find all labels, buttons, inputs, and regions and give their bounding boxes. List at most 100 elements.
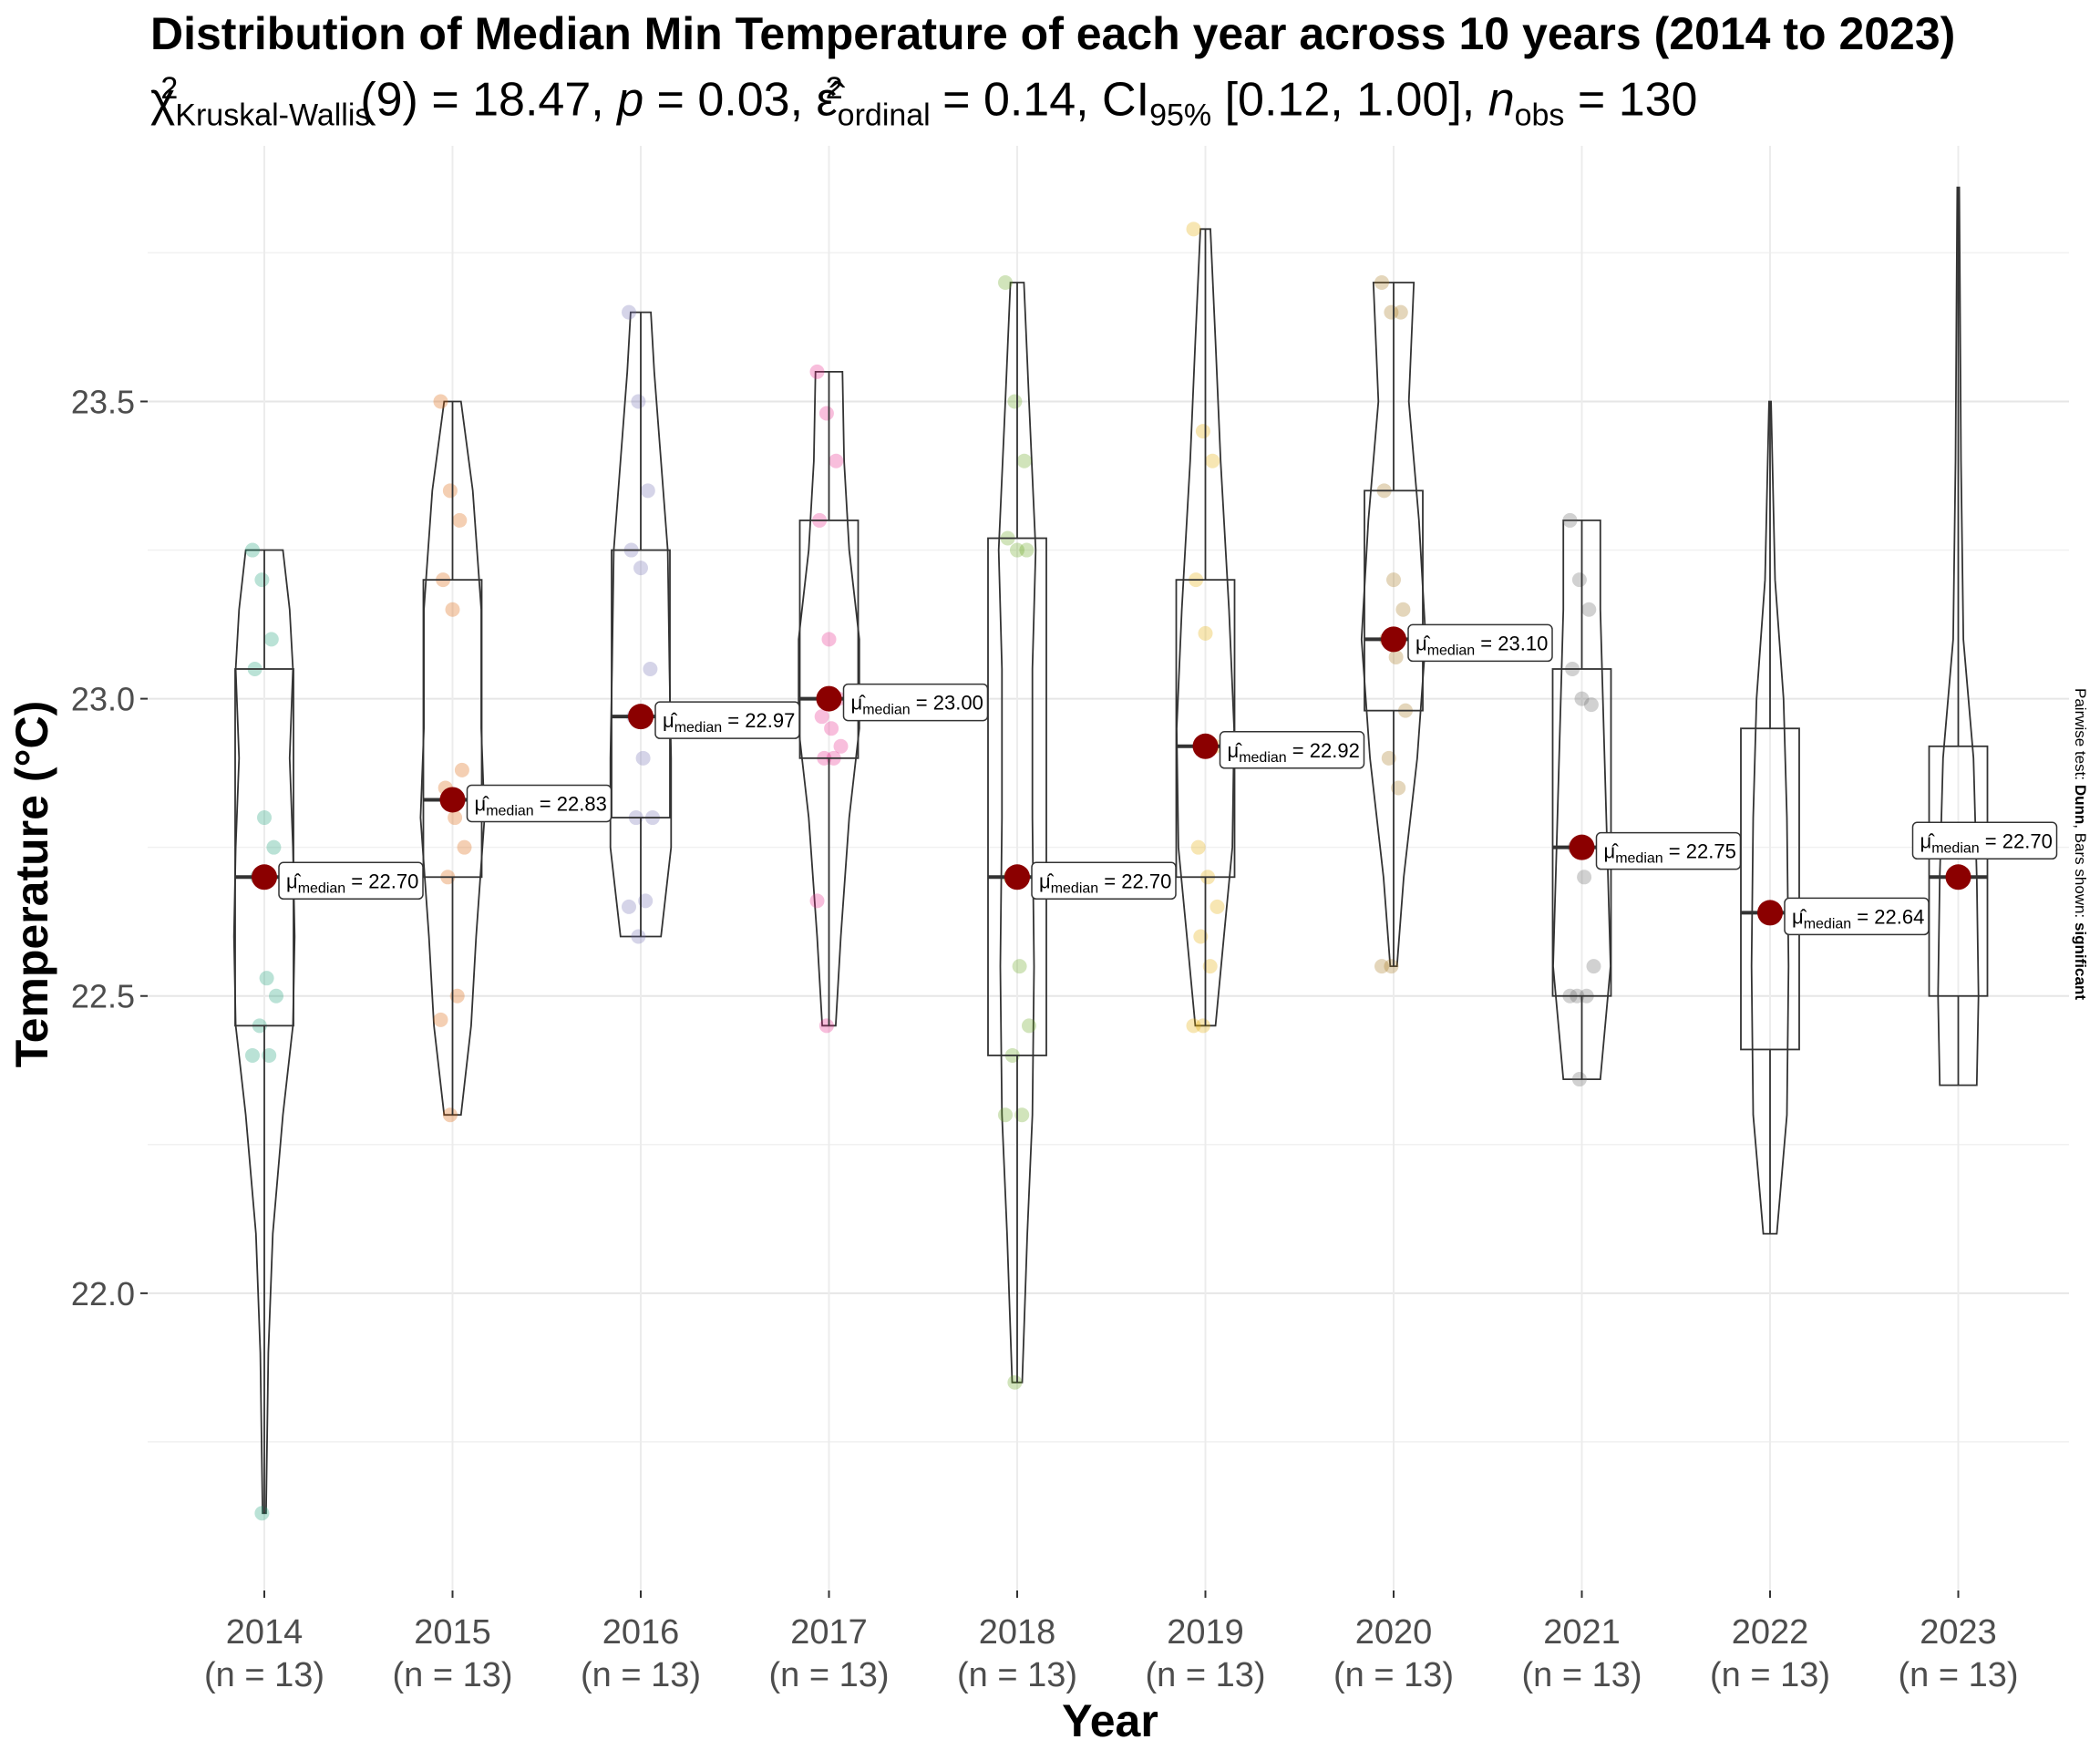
chi-subscript: Kruskal-Wallis [175,98,371,133]
box-2017 [798,520,860,759]
epsilon-subscript: ordinal [837,98,931,133]
data-point [635,750,651,766]
x-tick-label: 2014 [226,1613,304,1652]
data-point [809,893,825,909]
right-caption: Pairwise test: Dunn, Bars shown: signifi… [2072,688,2089,1000]
data-point [1393,304,1408,320]
mu-hat: μ̂ [1039,870,1055,892]
caption-prefix: Pairwise test: [2072,688,2089,785]
x-tick-n-label: (n = 13) [1145,1656,1265,1694]
median-subscript: median [674,720,722,736]
n-value: 130 [1618,73,1698,127]
median-label-2018: μ̂median = 22.70 [1031,861,1177,901]
median-label-text: μ̂median = 22.92 [1228,739,1360,766]
median-point-2021 [1569,834,1595,860]
data-point [433,1012,448,1027]
median-point-2016 [628,704,654,730]
x-tick-n-label: (n = 13) [392,1656,512,1694]
x-tick-label: 2015 [414,1613,491,1652]
median-label-text: μ̂median = 22.83 [475,792,607,818]
median-label-text: μ̂median = 23.10 [1415,632,1548,658]
data-point [457,839,472,855]
median-label-text: μ̂median = 22.70 [286,870,418,896]
data-point [622,899,636,914]
median-label-text: μ̂median = 22.64 [1792,905,1924,932]
data-point [263,632,279,647]
data-point [998,275,1013,291]
median-label-2014: μ̂median = 22.70 [278,861,424,901]
box-2018 [987,537,1047,1056]
data-point [622,304,636,320]
chart-subtitle: χKruskal-Wallis2 (9) = 18.47, p = 0.03, ε… [150,71,1698,133]
median-subscript: median [298,880,345,896]
data-point [1195,1018,1210,1034]
data-point [254,1506,270,1521]
mu-hat: μ̂ [475,792,490,815]
x-tick-label: 2018 [979,1613,1056,1652]
median-subscript: median [1239,750,1286,766]
data-point [1388,649,1404,664]
mu-hat: μ̂ [1228,739,1243,762]
data-point [633,561,648,576]
data-point [442,483,458,499]
data-point [1391,780,1406,796]
median-label-text: μ̂median = 22.97 [663,709,795,736]
median-point-2023 [1945,864,1971,890]
ci-subscript: 95% [1149,98,1212,133]
data-point [824,721,839,736]
median-label-box [654,701,800,739]
data-point [1381,750,1396,766]
mu-hat: μ̂ [1415,632,1431,654]
x-tick-label: 2021 [1543,1613,1621,1652]
median-label-2015: μ̂median = 22.83 [466,784,612,823]
data-point [1205,453,1220,468]
median-point-2018 [1004,864,1030,890]
median-subscript: median [1051,880,1098,896]
data-point [814,709,829,725]
x-tick-label: 2023 [1920,1613,1997,1652]
axes-layer: 22.0 22.5 23.0 23.5 2014 (n = 13) 2015 (n = 13)… [71,383,2019,1694]
median-label-box [1031,861,1177,901]
x-tick-label: 2017 [790,1613,868,1652]
data-point [1395,602,1411,617]
data-point [1202,959,1218,974]
x-tick-label: 2022 [1732,1613,1809,1652]
data-point [269,988,283,1004]
violin-2020 [1360,282,1427,967]
data-point [1010,542,1024,558]
data-point [1384,304,1399,320]
median-label-box [1407,623,1553,663]
grid-lines [148,146,2069,1590]
data-point [818,1018,834,1034]
data-point [1198,625,1213,641]
x-tick-n-label: (n = 13) [581,1656,701,1694]
chi-value: 18.47 [472,73,592,127]
violin-2014 [232,549,296,1515]
median-value: = 22.75 [1663,840,1736,863]
x-tick-n-label: (n = 13) [204,1656,324,1694]
violin-2023 [1937,186,1980,1086]
data-point [1022,1018,1036,1034]
data-point [638,893,654,909]
box-layer [234,187,1989,1514]
mu-hat: μ̂ [1792,905,1807,928]
median-label-2020: μ̂median = 23.10 [1407,623,1553,663]
y-tick-label: 23.5 [71,383,135,420]
median-subscript: median [1804,916,1851,932]
median-label-text: μ̂median = 22.70 [1920,829,2053,856]
x-tick-label: 2016 [602,1613,680,1652]
median-value: = 22.97 [722,709,795,732]
median-point-2020 [1381,626,1406,653]
data-point [266,839,282,855]
median-subscript: median [1615,851,1662,867]
data-point [1186,221,1201,237]
median-layer: μ̂median = 22.70μ̂median = 22.83μ̂median… [252,623,2058,936]
median-value: = 22.64 [1851,905,1924,928]
median-point-2022 [1757,900,1783,926]
data-point [262,1047,277,1063]
data-point [1374,959,1389,974]
x-axis-title: Year [1062,1695,1158,1746]
median-label-text: μ̂median = 22.70 [1039,870,1171,896]
data-point [445,602,460,617]
data-point [245,1047,260,1063]
